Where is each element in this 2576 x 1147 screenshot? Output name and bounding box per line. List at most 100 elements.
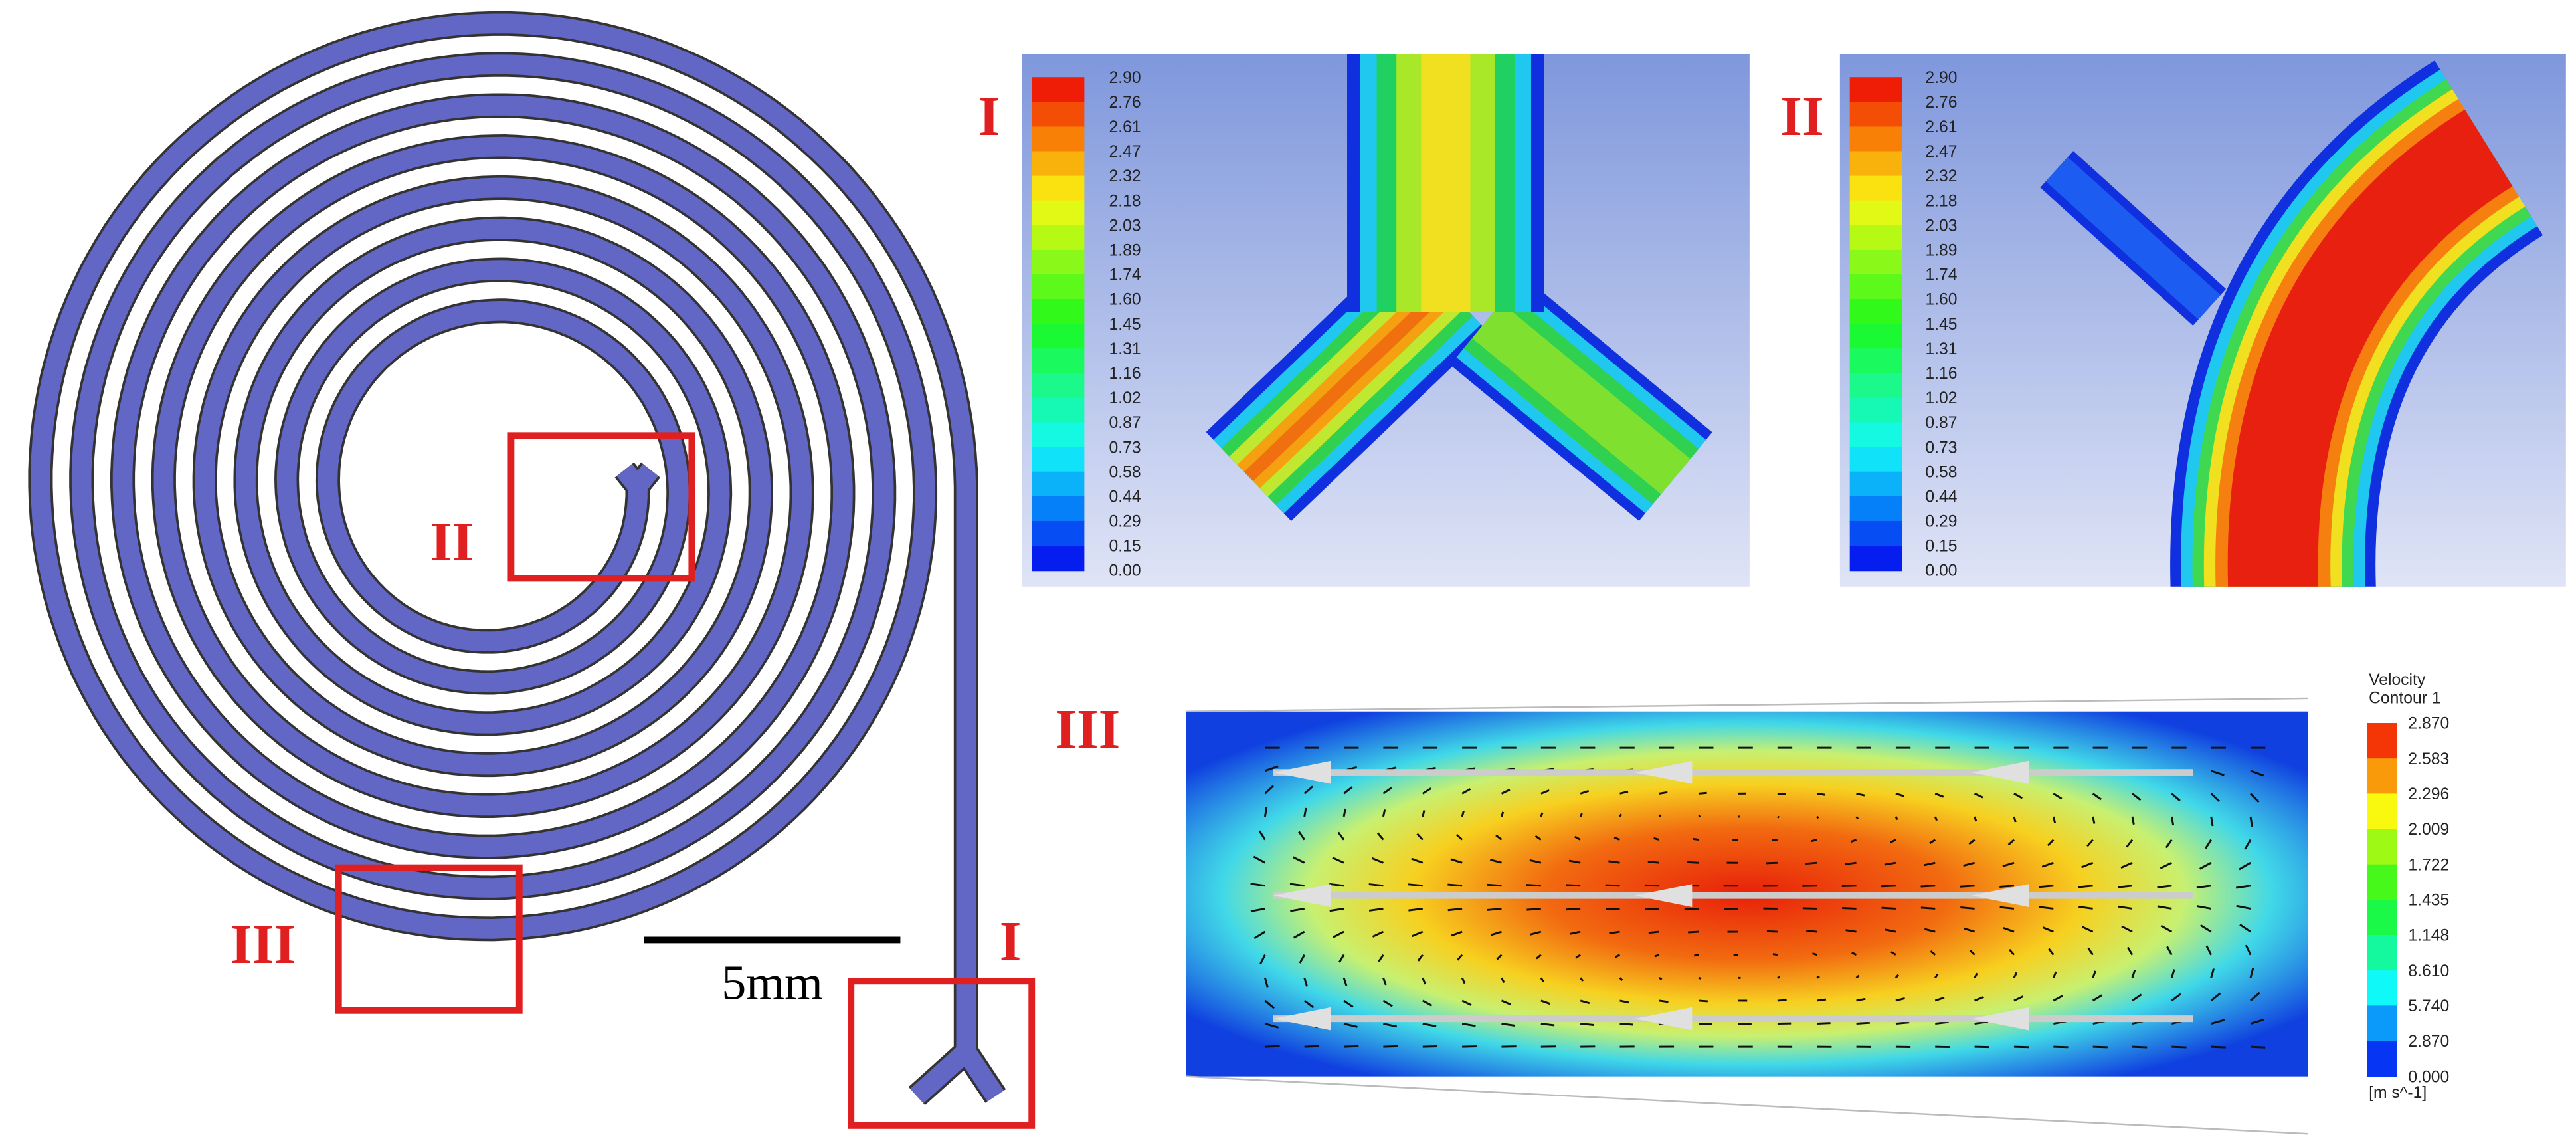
velocity-vector: [1777, 976, 1781, 979]
colorbar-band: [2367, 758, 2397, 795]
velocity-vector: [1930, 950, 1936, 956]
colorbar-band: [1849, 496, 1902, 522]
colorbar-band: [1849, 348, 1902, 374]
velocity-vector: [1382, 977, 1387, 986]
velocity-vector: [1264, 785, 1274, 795]
velocity-vector: [2131, 816, 2135, 825]
colorbar-band: [1849, 299, 1902, 325]
velocity-vector: [2013, 972, 2018, 978]
colorbar-band: [1032, 77, 1085, 103]
velocity-vector: [2131, 970, 2136, 978]
velocity-vector: [2210, 816, 2214, 827]
colorbar-label: 0.15: [1109, 538, 1141, 556]
velocity-vector: [2250, 1018, 2264, 1025]
flow-arrow: [1273, 884, 1331, 907]
velocity-vector: [1263, 977, 1269, 988]
velocity-vector: [1293, 930, 1305, 939]
colorbar-title: Velocity: [2369, 671, 2426, 689]
colorbar-label: 0.15: [1925, 538, 1957, 556]
colorbar-label: 2.870: [2408, 1033, 2449, 1051]
contour-layer: [2227, 109, 2513, 587]
region-box: [848, 978, 1036, 1129]
velocity-vector: [1250, 883, 1265, 887]
velocity-vector: [1332, 857, 1344, 864]
colorbar-label: 0.29: [1925, 513, 1957, 531]
contour-layer: [2045, 157, 2221, 320]
colorbar-label: 1.16: [1925, 365, 1957, 383]
velocity-vector: [1580, 1023, 1594, 1026]
velocity-vector: [1647, 861, 1659, 864]
velocity-vector: [1258, 830, 1266, 841]
velocity-vector: [1491, 930, 1502, 936]
velocity-vector: [1265, 1045, 1280, 1048]
velocity-vector: [1417, 954, 1424, 962]
velocity-vector: [1856, 792, 1865, 797]
velocity-vector: [1654, 954, 1660, 958]
velocity-vector: [1619, 1023, 1633, 1026]
colorbar-band: [1849, 175, 1902, 201]
velocity-vector: [2118, 905, 2133, 910]
colorbar-label: 5.740: [2408, 997, 2449, 1015]
velocity-vector: [1659, 977, 1663, 980]
colorbar-label: 2.18: [1925, 192, 1957, 210]
velocity-vector: [2042, 926, 2054, 933]
colorbar-label: 1.74: [1925, 266, 1957, 284]
colorbar-band: [1849, 274, 1902, 300]
velocity-vector: [2120, 861, 2133, 869]
velocity-vector: [1855, 816, 1859, 820]
velocity-vector: [1383, 1023, 1398, 1028]
vector-field: [1250, 746, 2266, 1049]
colorbar-label: 2.76: [1925, 94, 1957, 112]
colorbar-band: [1032, 274, 1085, 300]
velocity-vector: [1568, 859, 1581, 864]
velocity-vector: [1303, 807, 1307, 817]
colorbar-band: [1032, 496, 1085, 522]
colorbar-band: [1849, 447, 1902, 472]
velocity-vector: [1383, 1045, 1398, 1048]
region-box: [507, 432, 695, 582]
velocity-vector: [2239, 861, 2251, 871]
velocity-vector: [1422, 977, 1427, 985]
flow-arrow: [1634, 1007, 1693, 1031]
velocity-vector: [1250, 907, 1265, 912]
velocity-vector: [1889, 839, 1896, 844]
flow-arrow: [1634, 884, 1693, 907]
colorbar-band: [1849, 77, 1902, 103]
colorbar-band: [1032, 422, 1085, 448]
velocity-vector: [1496, 954, 1503, 960]
velocity-vector: [1253, 930, 1266, 940]
velocity-vector: [1450, 858, 1463, 864]
velocity-vector: [1447, 907, 1463, 912]
velocity-vector: [1487, 907, 1502, 911]
colorbar-label: 8.610: [2408, 962, 2449, 980]
velocity-vector: [1924, 928, 1936, 933]
velocity-vector: [1368, 907, 1384, 912]
velocity-vector: [1895, 792, 1904, 797]
velocity-vector: [2039, 906, 2054, 910]
velocity-vector: [2081, 861, 2094, 869]
velocity-vector: [1574, 835, 1581, 841]
velocity-vector: [2211, 770, 2225, 776]
velocity-vector: [1378, 954, 1384, 962]
velocity-vector: [1885, 928, 1896, 933]
velocity-vector: [1259, 954, 1266, 964]
colorbar-band: [1032, 151, 1085, 177]
colorbar-band: [1032, 200, 1085, 227]
velocity-vector: [1382, 787, 1392, 795]
colorbar-label: 1.16: [1109, 365, 1141, 383]
velocity-vector: [1343, 999, 1354, 1008]
velocity-vector: [1609, 930, 1620, 935]
velocity-vector: [1934, 973, 1939, 979]
velocity-vector: [2092, 994, 2103, 1002]
velocity-vector: [1658, 814, 1662, 817]
velocity-vector: [1540, 1023, 1555, 1027]
velocity-vector: [2007, 839, 2015, 846]
velocity-vector: [2078, 906, 2093, 910]
colorbar-band: [1849, 225, 1902, 251]
velocity-vector: [1501, 789, 1511, 795]
velocity-vector: [1580, 789, 1590, 795]
contour-layer: [1472, 302, 1691, 494]
velocity-vector: [1894, 816, 1898, 821]
colorbar-band: [1032, 102, 1085, 128]
velocity-vector: [1487, 883, 1502, 887]
